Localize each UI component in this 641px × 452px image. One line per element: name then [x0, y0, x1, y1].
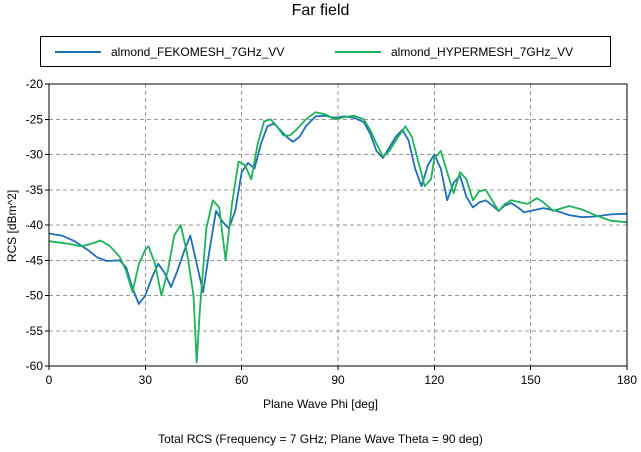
y-tick-label: -20 [26, 77, 44, 91]
series-line-hypermesh [48, 111, 628, 364]
x-tick-label: 30 [139, 373, 153, 387]
chart-caption: Total RCS (Frequency = 7 GHz; Plane Wave… [158, 432, 483, 446]
x-tick-label: 120 [424, 373, 444, 387]
y-tick-label: -25 [26, 112, 44, 126]
x-tick-label: 180 [617, 373, 637, 387]
x-axis-label: Plane Wave Phi [deg] [263, 397, 378, 411]
x-tick-label: 150 [521, 373, 541, 387]
y-tick-label: -50 [26, 289, 44, 303]
x-tick-label: 90 [331, 373, 345, 387]
legend-label-fekomesh: almond_FEKOMESH_7GHz_VV [111, 45, 285, 59]
legend-swatch-fekomesh [55, 50, 101, 53]
y-tick-label: -30 [26, 148, 44, 162]
y-tick-label: -55 [26, 324, 44, 338]
legend-label-hypermesh: almond_HYPERMESH_7GHz_VV [391, 45, 574, 59]
chart-title: Far field [291, 2, 350, 19]
y-tick-label: -45 [26, 253, 44, 267]
legend-entry-fekomesh: almond_FEKOMESH_7GHz_VV [55, 44, 284, 60]
y-axis-label: RCS [dBm^2] [5, 189, 19, 263]
x-tick-label: 0 [46, 373, 53, 387]
y-tick-label: -35 [26, 183, 44, 197]
y-tick-label: -40 [26, 218, 44, 232]
legend-entry-hypermesh: almond_HYPERMESH_7GHz_VV [335, 44, 573, 60]
x-tick-label: 60 [235, 373, 249, 387]
legend-swatch-hypermesh [335, 50, 381, 53]
legend: almond_FEKOMESH_7GHz_VV almond_HYPERMESH… [40, 36, 611, 67]
y-tick-label: -60 [26, 359, 44, 373]
